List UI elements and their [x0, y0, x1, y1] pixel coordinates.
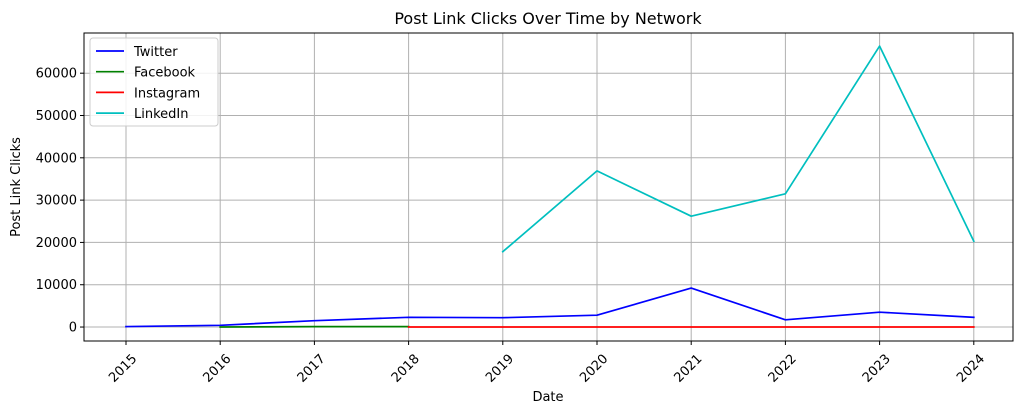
y-tick-label: 20000 [36, 236, 77, 251]
x-tick-label: 2019 [483, 352, 517, 386]
y-tick-label: 10000 [36, 278, 77, 293]
x-tick-label: 2024 [954, 352, 988, 386]
y-axis-label: Post Link Clicks [9, 137, 24, 237]
grid [84, 33, 1013, 341]
x-tick-label: 2023 [860, 352, 894, 386]
series-lines [125, 45, 975, 328]
x-tick-label: 2022 [766, 352, 800, 386]
y-tick-label: 30000 [36, 194, 77, 209]
chart-title: Post Link Clicks Over Time by Network [394, 9, 702, 28]
x-tick-label: 2018 [389, 352, 423, 386]
legend-label-facebook: Facebook [134, 66, 196, 81]
x-tick-label: 2015 [106, 352, 140, 386]
x-axis-ticks: 2015 2016 2017 2018 2019 2020 2021 2022 2023 2024 [106, 341, 988, 386]
legend-label-instagram: Instagram [134, 86, 200, 101]
x-axis-label: Date [532, 390, 563, 405]
y-tick-label: 0 [69, 321, 77, 336]
x-tick-label: 2017 [295, 352, 329, 386]
legend-label-twitter: Twitter [133, 45, 178, 60]
series-line-linkedin [501, 45, 975, 253]
y-tick-label: 60000 [36, 67, 77, 82]
x-tick-label: 2021 [671, 352, 705, 386]
legend: Twitter Facebook Instagram LinkedIn [89, 37, 219, 127]
series-line-twitter [125, 287, 975, 328]
plot-frame [83, 32, 1014, 342]
y-tick-label: 40000 [36, 151, 77, 166]
x-tick-label: 2016 [200, 352, 234, 386]
legend-label-linkedin: LinkedIn [134, 107, 188, 122]
y-tick-label: 50000 [36, 109, 77, 124]
y-axis-ticks: 0 10000 20000 30000 40000 50000 60000 [36, 67, 84, 336]
x-tick-label: 2020 [577, 352, 611, 386]
legend-box [89, 37, 219, 127]
